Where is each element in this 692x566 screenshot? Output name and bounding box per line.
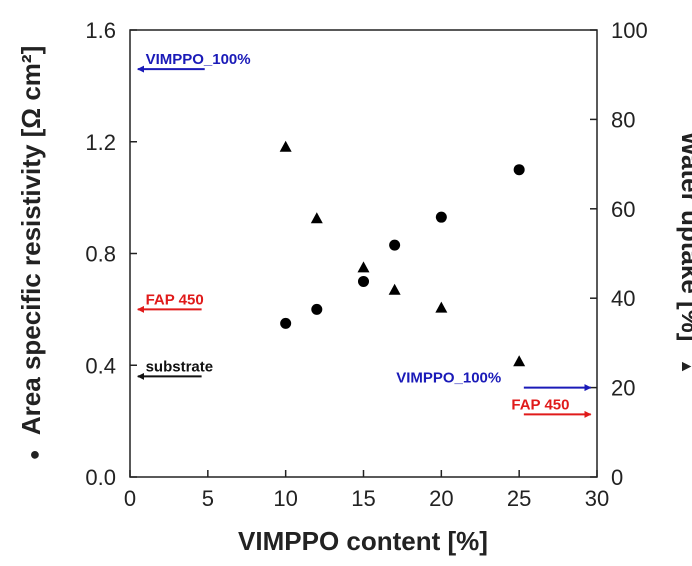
resistivity-point [311, 303, 323, 315]
annotation-arrow-0: VIMPPO_100% [137, 51, 251, 73]
y-right-marker-glyph: ▲ [678, 359, 692, 375]
annotations: VIMPPO_100% FAP 450 substrate VIMPPO_100% FA… [137, 51, 592, 418]
water-uptake-point [310, 212, 323, 224]
y-right-tick-label: 100 [611, 18, 648, 43]
y-right-tick-label: 60 [611, 197, 635, 222]
y-right-tick-label: 80 [611, 107, 635, 132]
x-tick-label: 10 [273, 486, 297, 511]
x-tick-label: 20 [429, 486, 453, 511]
y-right-tick-label: 20 [611, 376, 635, 401]
resistivity-point [389, 239, 401, 251]
annotation-label: FAP 450 [146, 291, 204, 308]
x-tick-label: 25 [507, 486, 531, 511]
annotation-arrow-1: FAP 450 [137, 291, 204, 313]
y-right-tick-label: 40 [611, 286, 635, 311]
y-left-tick-label: 1.2 [85, 130, 116, 155]
ticks: 0 5 10 15 20 25 30 0.0 0.4 0.8 1.2 1.6 0 20 40 60 80 100 [85, 18, 647, 511]
x-tick-label: 5 [202, 486, 214, 511]
y-right-tick-label: 0 [611, 465, 623, 490]
resistivity-point [435, 211, 447, 223]
annotation-arrow-3: VIMPPO_100% [396, 370, 592, 392]
y-left-marker-glyph: ● [24, 449, 44, 460]
x-axis-title: VIMPPO content [%] [238, 526, 488, 556]
resistivity-point [280, 317, 292, 329]
water-uptake-point [279, 140, 292, 152]
y-left-axis-title: ● Area specific resistivity [Ω cm²] [16, 46, 46, 460]
annotation-arrow-4: FAP 450 [511, 396, 592, 418]
x-tick-label: 15 [351, 486, 375, 511]
annotation-label: VIMPPO_100% [396, 370, 501, 387]
y-left-title-text: Area specific resistivity [Ω cm²] [16, 46, 46, 435]
svg-text:Water uptake [%] ▲: Water uptake [%] ▲ [676, 131, 692, 374]
y-left-tick-label: 0.0 [85, 465, 116, 490]
annotation-label: FAP 450 [511, 396, 569, 413]
svg-text:● Area specific resist: ● Area specific resistivity [Ω cm²] [16, 46, 46, 460]
y-left-tick-label: 0.4 [85, 353, 116, 378]
y-right-title-text: Water uptake [%] [676, 131, 692, 341]
water-uptake-point [388, 283, 401, 295]
x-tick-label: 0 [124, 486, 136, 511]
resistivity-point [513, 164, 525, 176]
water-uptake-point [435, 301, 448, 313]
annotation-label: VIMPPO_100% [146, 51, 251, 68]
annotation-arrow-2: substrate [137, 358, 214, 380]
y-right-axis-title: Water uptake [%] ▲ [676, 131, 692, 374]
annotation-label: substrate [146, 358, 214, 375]
water-uptake-point [357, 261, 370, 273]
data-points [279, 140, 526, 367]
water-uptake-point [513, 355, 526, 367]
resistivity-point [358, 275, 369, 287]
y-left-tick-label: 1.6 [85, 18, 116, 43]
y-left-tick-label: 0.8 [85, 242, 116, 267]
x-tick-label: 30 [585, 486, 609, 511]
